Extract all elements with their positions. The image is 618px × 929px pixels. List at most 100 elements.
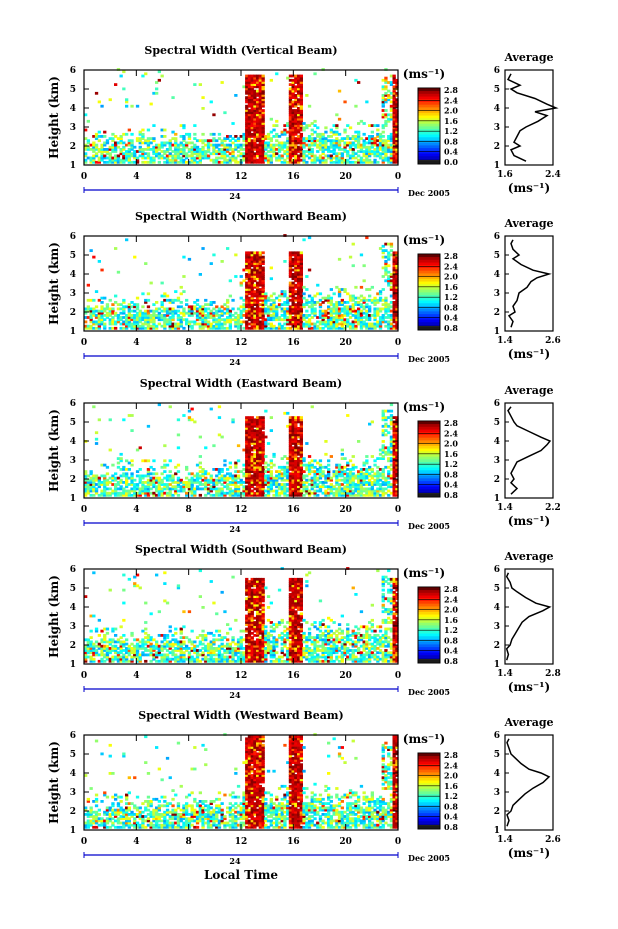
heatmap-cell — [122, 472, 126, 476]
heatmap-cell — [376, 307, 380, 311]
heatmap-cell — [247, 141, 252, 145]
heatmap-cell — [354, 487, 358, 491]
colorbar-tick-label: 2.0 — [444, 272, 458, 282]
heatmap-cell — [165, 476, 170, 480]
heatmap-cell — [256, 83, 260, 86]
heatmap-cell — [387, 485, 391, 489]
heatmap-cell — [365, 324, 369, 328]
heatmap-cell — [310, 132, 314, 136]
colorbar-tick-label: 1.6 — [444, 282, 458, 292]
heatmap-cell — [387, 283, 391, 287]
heatmap-cell — [343, 305, 347, 309]
heatmap-cell — [294, 444, 298, 448]
heatmap-cell — [354, 139, 358, 143]
heatmap-cell — [247, 96, 252, 99]
heatmap-cell — [362, 463, 366, 467]
heatmap-cell — [253, 104, 257, 108]
heatmap-cell — [146, 320, 151, 324]
heatmap-cell — [146, 322, 151, 326]
heatmap-cell — [125, 493, 129, 497]
heatmap-cell — [209, 311, 213, 315]
heatmap-cell — [280, 292, 284, 296]
heatmap-cell — [165, 485, 170, 489]
heatmap-cell — [302, 314, 306, 317]
heatmap-cell — [387, 264, 391, 268]
heatmap-cell — [125, 150, 129, 153]
heatmap-cell — [245, 442, 249, 445]
heatmap-cell — [343, 158, 347, 162]
heatmap-cell — [215, 305, 219, 309]
heatmap-cell — [340, 452, 344, 456]
heatmap-cell — [179, 311, 183, 315]
heatmap-cell — [389, 148, 394, 151]
heatmap-cell — [135, 320, 140, 324]
heatmap-cell — [332, 487, 336, 491]
heatmap-cell — [277, 476, 282, 480]
heatmap-cell — [242, 307, 246, 311]
heatmap-cell — [343, 290, 347, 293]
heatmap-cell — [245, 100, 249, 104]
heatmap-cell — [299, 465, 303, 469]
heatmap-cell — [359, 137, 364, 140]
heatmap-cell — [135, 156, 140, 160]
heatmap-cell — [288, 124, 293, 127]
heatmap-cell — [86, 483, 90, 486]
heatmap-cell — [253, 476, 257, 480]
heatmap-cell — [395, 424, 399, 428]
heatmap-cell — [125, 322, 129, 326]
heatmap-cell — [215, 309, 219, 313]
heatmap-cell — [130, 139, 134, 143]
heatmap-cell — [351, 148, 355, 151]
heatmap-cell — [182, 414, 186, 417]
heatmap-cell — [234, 478, 238, 482]
heatmap-cell — [318, 470, 323, 473]
heatmap-cell — [335, 489, 339, 493]
heatmap-cell — [258, 463, 262, 467]
heatmap-cell — [269, 487, 273, 491]
heatmap-cell — [209, 262, 213, 265]
heatmap-cell — [242, 305, 246, 309]
heatmap-cell — [261, 485, 265, 489]
heatmap-cell — [266, 318, 271, 322]
heatmap-cell — [97, 158, 101, 162]
heatmap-cell — [294, 418, 298, 422]
heatmap-cell — [220, 156, 224, 160]
heatmap-cell — [111, 143, 115, 147]
heatmap-cell — [297, 442, 301, 445]
heatmap-cell — [294, 468, 298, 471]
heatmap-cell — [122, 87, 126, 91]
heatmap-cell — [269, 154, 273, 158]
heatmap-cell — [193, 150, 197, 153]
heatmap-cell — [321, 465, 325, 469]
heatmap-cell — [286, 309, 290, 313]
heatmap-cell — [103, 148, 107, 151]
heatmap-cell — [226, 468, 230, 471]
heatmap-cell — [163, 491, 167, 495]
heatmap-cell — [258, 96, 262, 99]
heatmap-cell — [370, 485, 374, 489]
heatmap-cell — [182, 126, 186, 130]
heatmap-cell — [346, 474, 350, 478]
heatmap-cell — [163, 463, 167, 467]
heatmap-cell — [250, 98, 254, 102]
heatmap-cell — [201, 139, 205, 143]
heatmap-cell — [116, 491, 121, 495]
heatmap-cell — [176, 483, 181, 486]
heatmap-cell — [291, 309, 295, 313]
heatmap-cell — [302, 154, 306, 158]
heatmap-cell — [226, 476, 230, 480]
heatmap-cell — [160, 324, 164, 328]
y-axis-label: Height (km) — [47, 409, 61, 492]
heatmap-cell — [256, 275, 260, 278]
heatmap-cell — [368, 324, 372, 328]
heatmap-cell — [392, 463, 396, 467]
heatmap-cell — [250, 431, 254, 435]
heatmap-cell — [258, 288, 262, 291]
heatmap-cell — [253, 294, 257, 298]
heatmap-cell — [340, 474, 344, 478]
heatmap-cell — [250, 418, 254, 422]
x-tick-label: 20 — [339, 505, 352, 515]
heatmap-cell — [250, 100, 254, 104]
heatmap-cell — [395, 316, 399, 319]
heatmap-cell — [114, 143, 118, 147]
